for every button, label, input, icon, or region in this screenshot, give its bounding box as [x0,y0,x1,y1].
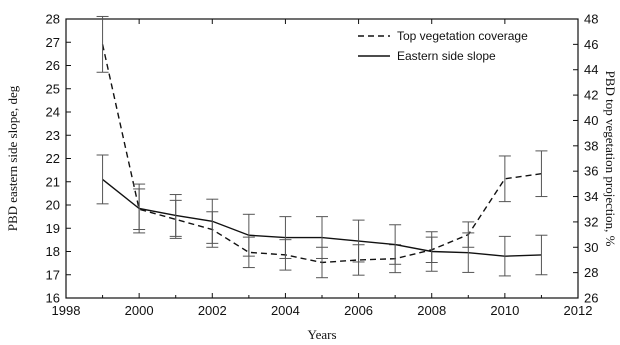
left-y-tick-label: 25 [46,81,60,96]
right-y-tick-label: 30 [584,240,598,255]
error-bar-1 [316,216,328,259]
error-bar-0 [96,15,109,73]
right-y-tick-label: 32 [584,214,598,229]
left-y-tick-label: 19 [46,221,60,236]
x-tick-label: 1998 [52,303,81,318]
left-y-axis-title: PBD eastern side slope, deg [5,85,20,231]
x-axis-title: Years [307,327,336,342]
left-y-tick-label: 22 [46,151,60,166]
legend-label-top-vegetation: Top vegetation coverage [397,29,528,43]
error-bar-1 [389,224,402,265]
error-bar-1 [425,231,438,272]
error-bar-1 [206,198,219,244]
left-y-tick-label: 21 [46,174,60,189]
x-tick-label: 2012 [564,303,593,318]
error-bar-1 [169,194,182,237]
left-y-tick-label: 28 [46,12,60,27]
error-bar-1 [242,213,255,257]
error-bar-1 [462,232,475,273]
plot-area: 1998 2000 2002 2004 2006 2008 2010 2012 16 17 18 19… [46,12,599,319]
right-y-tick-label: 40 [584,113,598,128]
right-y-tick-label: 26 [584,291,598,306]
left-y-tick-label: 24 [46,105,60,120]
right-y-tick-label: 44 [584,62,598,77]
error-bar-0 [535,150,548,198]
right-y-tick-label: 28 [584,265,598,280]
x-tick-label: 2008 [417,303,446,318]
left-y-tick-label: 20 [46,198,60,213]
right-y-axis-title: PBD top vegetation projection, % [603,71,618,247]
x-tick-label: 2004 [271,303,300,318]
left-y-tick-label: 26 [46,58,60,73]
error-bar-1 [498,235,511,277]
x-tick-label: 2002 [198,303,227,318]
error-bar-1 [279,216,292,259]
left-y-tick-label: 23 [46,128,60,143]
x-tick-label: 2000 [125,303,154,318]
error-bar-1 [133,183,146,234]
left-y-tick-label: 16 [46,291,60,306]
right-y-tick-label: 46 [584,37,598,52]
right-y-tick-label: 38 [584,138,598,153]
x-tick-label: 2010 [490,303,519,318]
error-bar-1 [96,154,109,205]
error-bar-1 [535,234,548,276]
error-bar-1 [352,219,365,263]
left-y-tick-label: 17 [46,267,60,282]
right-y-tick-label: 36 [584,164,598,179]
legend: Top vegetation coverage Eastern side slo… [358,29,528,63]
legend-label-eastern-slope: Eastern side slope [397,49,496,63]
error-bar-0 [498,155,511,203]
left-y-tick-label: 27 [46,35,60,50]
left-y-tick-label: 18 [46,244,60,259]
right-y-tick-label: 34 [584,189,598,204]
right-y-tick-label: 42 [584,88,598,103]
x-tick-label: 2006 [344,303,373,318]
right-y-tick-label: 48 [584,12,598,27]
